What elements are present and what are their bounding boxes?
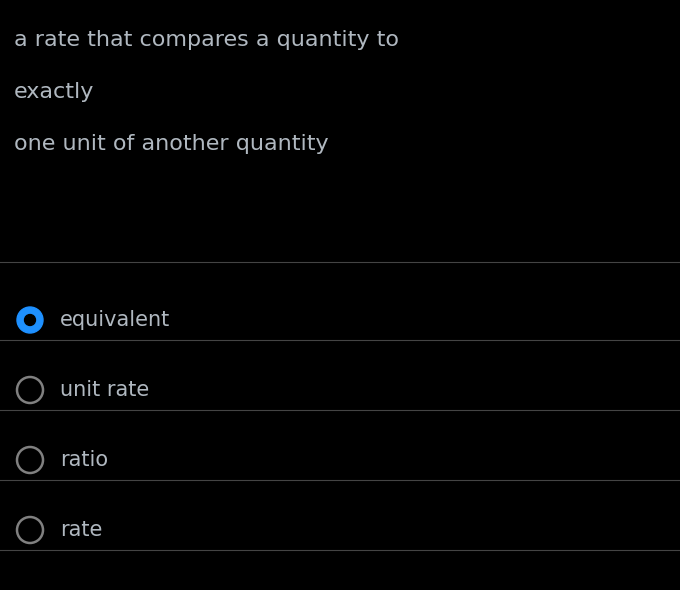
Text: ratio: ratio xyxy=(60,450,108,470)
Circle shape xyxy=(24,314,35,326)
Text: a rate that compares a quantity to: a rate that compares a quantity to xyxy=(14,30,399,50)
Text: rate: rate xyxy=(60,520,103,540)
Text: exactly: exactly xyxy=(14,82,95,102)
Text: one unit of another quantity: one unit of another quantity xyxy=(14,134,328,154)
Text: equivalent: equivalent xyxy=(60,310,170,330)
Circle shape xyxy=(17,307,43,333)
Text: unit rate: unit rate xyxy=(60,380,149,400)
